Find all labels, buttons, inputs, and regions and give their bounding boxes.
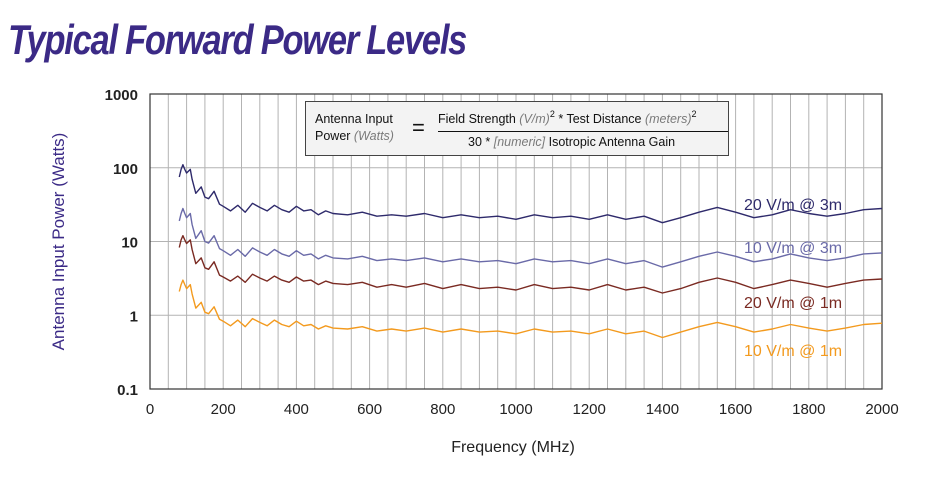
x-axis-label: Frequency (MHz) (451, 439, 575, 456)
x-tick-label: 1800 (792, 401, 825, 418)
series-line (178, 234, 883, 294)
y-axis-label: Antenna Input Power (Watts) (49, 133, 68, 351)
x-tick-label: 1400 (646, 401, 679, 418)
x-tick-label: 0 (146, 401, 154, 418)
formula-num-exp2: 2 (691, 109, 697, 119)
y-tick-label: 1 (130, 308, 138, 325)
formula-lhs-unit: (Watts) (353, 129, 394, 143)
formula-den-c: Isotropic Antenna Gain (545, 135, 676, 149)
y-tick-label: 10 (121, 235, 138, 252)
x-tick-label: 1000 (499, 401, 532, 418)
formula-lhs-line2: Power (Watts) (315, 128, 394, 145)
formula-lhs-prefix: Power (315, 129, 354, 143)
chart-title: Typical Forward Power Levels (8, 16, 467, 63)
formula-num-a-unit: (V/m) (519, 112, 550, 126)
x-tick-label: 200 (211, 401, 236, 418)
formula-num-a: Field Strength (438, 112, 520, 126)
formula-numerator: Field Strength (V/m)2 * Test Distance (m… (438, 109, 697, 126)
formula-num-b-unit: (meters) (644, 112, 692, 126)
formula-den-b: [numeric] (493, 135, 546, 149)
formula-lhs-line1: Antenna Input (315, 112, 393, 126)
x-tick-label: 1600 (719, 401, 752, 418)
x-tick-label: 600 (357, 401, 382, 418)
series-line (178, 163, 883, 224)
y-tick-label: 1000 (105, 87, 138, 104)
series-line (178, 279, 883, 339)
formula-num-b: * Test Distance (554, 112, 645, 126)
plot-border (149, 93, 883, 390)
y-tick-label: 100 (113, 161, 138, 178)
formula-denominator: 30 * [numeric] Isotropic Antenna Gain (468, 135, 675, 149)
series-label: 10 V/m @ 1m (744, 343, 842, 360)
formula-box: Antenna Input Power (Watts) = Field Stre… (305, 101, 729, 156)
x-tick-label: 2000 (865, 401, 898, 418)
formula-lhs: Antenna Input Power (Watts) (315, 111, 394, 145)
formula-fraction-bar (438, 131, 728, 132)
series-label: 20 V/m @ 1m (744, 295, 842, 312)
series-label: 10 V/m @ 3m (744, 240, 842, 257)
formula-equals: = (412, 115, 425, 140)
series-line (178, 207, 883, 268)
series-label: 20 V/m @ 3m (744, 197, 842, 214)
y-tick-label: 0.1 (117, 382, 138, 399)
x-tick-label: 1200 (573, 401, 606, 418)
x-tick-label: 400 (284, 401, 309, 418)
formula-den-a: 30 * (468, 135, 494, 149)
x-tick-label: 800 (430, 401, 455, 418)
formula-num-exp1: 2 (549, 109, 555, 119)
